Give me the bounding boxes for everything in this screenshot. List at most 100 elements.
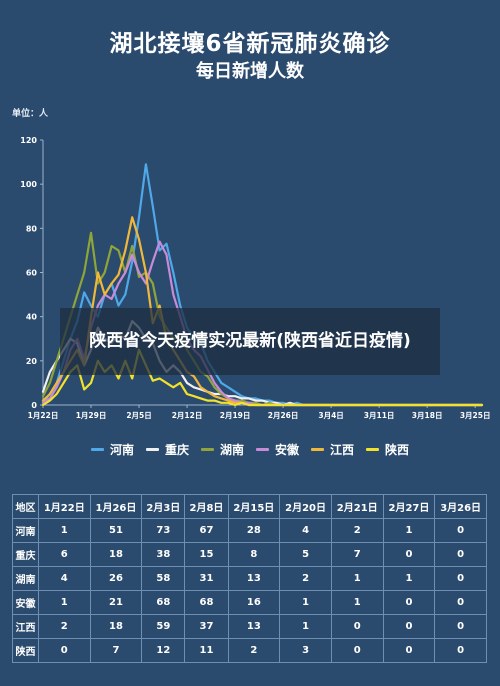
table-cell: 31	[184, 566, 229, 591]
table-header-cell: 地区	[12, 494, 39, 519]
table-cell: 1	[279, 614, 332, 639]
table-cell: 2	[37, 614, 91, 639]
table-header-cell: 2月8日	[184, 494, 229, 519]
table-cell: 1	[382, 566, 436, 591]
table-cell: 73	[141, 518, 186, 543]
table-cell: 38	[141, 542, 186, 567]
table-cell: 58	[141, 566, 186, 591]
table-cell: 2	[279, 566, 332, 591]
table-cell: 0	[330, 614, 384, 639]
table-row: 河南 1 51 73 67 28 4 2 1 0	[12, 518, 487, 543]
chart-title: 湖北接壤6省新冠肺炎确诊	[109, 31, 391, 57]
table-cell: 28	[227, 518, 281, 543]
table-cell: 江西	[12, 614, 39, 639]
table-row: 重庆 6 18 38 15 8 5 7 0 0	[12, 542, 487, 567]
table-cell: 68	[184, 590, 229, 615]
table-cell: 0	[434, 566, 487, 591]
table-cell: 59	[141, 614, 186, 639]
x-tick-label: 3月18日	[412, 411, 443, 420]
table-header-cell: 1月26日	[89, 494, 143, 519]
data-table: 地区 1月22日 1月26日 2月3日 2月8日 2月15日 2月20日 2月21日 2月27日…	[12, 494, 487, 663]
y-tick-label: 60	[26, 269, 38, 278]
legend-label: 重庆	[164, 443, 189, 457]
table-cell: 18	[89, 542, 143, 567]
x-tick-label: 2月26日	[268, 411, 299, 420]
legend-swatch	[90, 448, 104, 451]
y-tick-label: 20	[26, 357, 38, 366]
table-cell: 0	[434, 518, 487, 543]
overlay-banner[interactable]: 陕西省今天疫情实况最新(陕西省近日疫情)	[60, 308, 440, 375]
table-cell: 2	[330, 518, 384, 543]
chart-subtitle: 每日新增人数	[196, 61, 304, 82]
table-cell: 2	[227, 638, 281, 663]
legend-item: 重庆	[145, 441, 189, 458]
legend-item: 安徽	[256, 441, 299, 458]
y-tick-label: 80	[26, 224, 38, 233]
table-cell: 51	[89, 518, 143, 543]
table-cell: 0	[434, 614, 487, 639]
table-cell: 0	[434, 638, 487, 663]
table-cell: 4	[279, 518, 332, 543]
table-row: 湖南 4 26 58 31 13 2 1 1 0	[12, 566, 487, 591]
legend-swatch	[256, 448, 269, 451]
legend-item: 陕西	[366, 441, 409, 458]
table-cell: 13	[227, 614, 281, 639]
x-tick-label: 1月22日	[28, 411, 59, 420]
table-header-cell: 1月22日	[37, 494, 91, 519]
table-cell: 1	[37, 518, 91, 543]
x-tick-label: 2月5日	[126, 411, 151, 420]
table-cell: 0	[382, 542, 436, 567]
table-header-row: 地区 1月22日 1月26日 2月3日 2月8日 2月15日 2月20日 2月21日 2月27日…	[12, 494, 487, 519]
table-row: 陕西 0 7 12 11 2 3 0 0 0	[12, 638, 487, 663]
table-cell: 4	[37, 566, 91, 591]
x-tick-label: 1月29日	[76, 411, 107, 420]
table-cell: 18	[89, 614, 143, 639]
table-row: 江西 2 18 59 37 13 1 0 0 0	[12, 614, 487, 639]
table-header-cell: 2月27日	[382, 494, 436, 519]
table-cell: 7	[89, 638, 143, 663]
table-cell: 26	[89, 566, 143, 591]
table-cell: 68	[141, 590, 186, 615]
legend-item: 河南	[90, 441, 134, 458]
table-cell: 河南	[12, 518, 39, 543]
table-cell: 1	[330, 590, 384, 615]
table-cell: 陕西	[12, 638, 39, 663]
overlay-text: 陕西省今天疫情实况最新(陕西省近日疫情)	[89, 331, 411, 351]
table-cell: 21	[89, 590, 143, 615]
line-chart: 0 20 40 60 80 100 120 1月22日 1月29日 2月5日 2月12日 2月19日 2…	[20, 136, 490, 420]
table-header-cell: 2月21日	[330, 494, 384, 519]
table-cell: 3	[279, 638, 332, 663]
table-cell: 1	[330, 566, 384, 591]
table-cell: 0	[37, 638, 91, 663]
table-cell: 1	[37, 590, 91, 615]
table-cell: 15	[184, 542, 229, 567]
table-cell: 37	[184, 614, 229, 639]
y-tick-label: 40	[26, 313, 38, 322]
table-cell: 11	[184, 638, 229, 663]
table-cell: 安徽	[12, 590, 39, 615]
table-cell: 7	[330, 542, 384, 567]
y-tick-label: 120	[20, 136, 37, 145]
table-cell: 重庆	[12, 542, 39, 567]
legend-item: 江西	[311, 441, 354, 458]
legend-swatch	[366, 448, 380, 451]
legend-label: 陕西	[385, 443, 410, 457]
table-cell: 1	[279, 590, 332, 615]
chart-legend: 河南 重庆 湖南 安徽 江西 陕西	[0, 441, 500, 458]
table-cell: 12	[141, 638, 186, 663]
table-cell: 6	[37, 542, 91, 567]
table-cell: 67	[184, 518, 229, 543]
table-cell: 8	[227, 542, 281, 567]
table-cell: 16	[227, 590, 281, 615]
legend-item: 湖南	[200, 441, 244, 458]
legend-label: 河南	[109, 443, 134, 457]
data-table-wrap: 地区 1月22日 1月26日 2月3日 2月8日 2月15日 2月20日 2月21日 2月27日…	[12, 494, 487, 663]
table-header-cell: 2月3日	[141, 494, 186, 519]
x-tick-label: 3月11日	[364, 411, 395, 420]
x-tick-label: 2月19日	[220, 411, 251, 420]
unit-label: 单位：人	[12, 109, 49, 119]
table-cell: 0	[382, 590, 436, 615]
legend-label: 江西	[330, 443, 355, 457]
table-header-cell: 2月20日	[279, 494, 332, 519]
x-tick-label: 2月12日	[172, 411, 203, 420]
